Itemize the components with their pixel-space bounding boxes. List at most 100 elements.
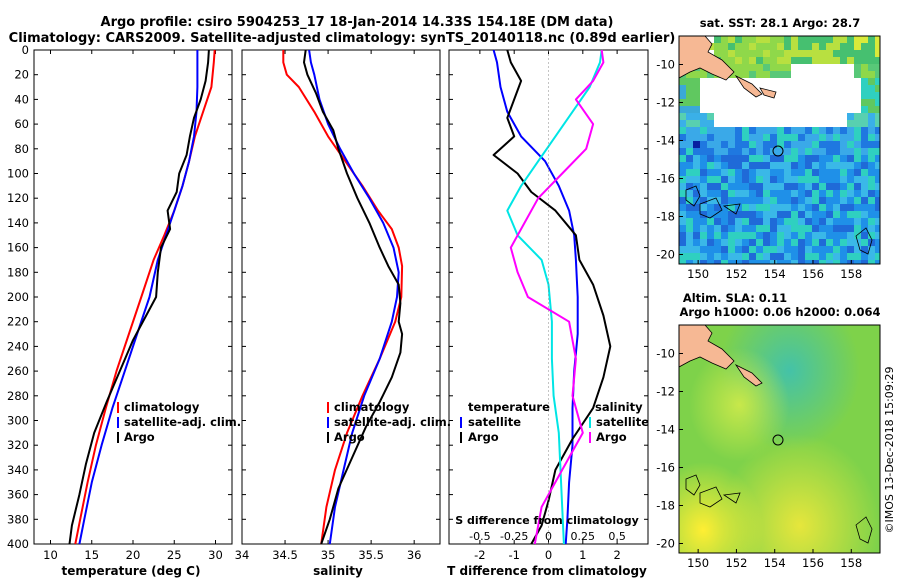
sst-cell (875, 120, 880, 127)
sst-cell (868, 134, 875, 141)
map-x-tick-label: 158 (840, 556, 862, 570)
salinity-legend: climatology satellite-adj. clim. Argo (327, 400, 451, 444)
sst-cell (826, 211, 833, 218)
sst-cell (700, 183, 707, 190)
sst-cell (742, 162, 749, 169)
sst-cell (868, 141, 875, 148)
depth-tick-label: 280 (7, 389, 29, 403)
sst-cell (735, 162, 742, 169)
sst-cell (875, 106, 880, 113)
sst-cell (798, 162, 805, 169)
sst-cell (756, 43, 763, 50)
depth-tick-label: 80 (14, 142, 29, 156)
sst-cell (763, 36, 770, 43)
x-tick-label: 35 (321, 548, 336, 562)
sst-cell (756, 134, 763, 141)
sst-cell (693, 176, 700, 183)
depth-tick-label: 220 (7, 315, 29, 329)
sst-cell (749, 197, 756, 204)
sst-cell (707, 253, 714, 260)
sst-cell (686, 176, 693, 183)
sst-cell (679, 225, 686, 232)
sst-cell (770, 162, 777, 169)
sst-cell (854, 211, 861, 218)
sst-cell (798, 57, 805, 64)
sst-cell (693, 71, 700, 78)
legend-t-argo-label: Argo (468, 430, 499, 444)
series-line-s-argo (509, 49, 605, 545)
map-x-tick-label: 156 (802, 267, 824, 281)
sst-cell (700, 162, 707, 169)
sst-cell (679, 218, 686, 225)
sst-cell (868, 232, 875, 239)
x2-tick-label: -0.25 (500, 530, 528, 543)
sst-cell (707, 176, 714, 183)
sst-cell (749, 36, 756, 43)
sst-cell (700, 190, 707, 197)
sst-cell (805, 169, 812, 176)
sst-map-axes: 150 152 154 156 158 -10 -12 -14 -16 -18 -20 (656, 58, 862, 282)
sst-cell (777, 225, 784, 232)
sst-cell (770, 169, 777, 176)
x-tick-label: 2 (613, 548, 620, 562)
sst-cell (875, 232, 880, 239)
sst-cell (679, 239, 686, 246)
sst-cell (784, 232, 791, 239)
sst-cell (854, 57, 861, 64)
sst-cell (826, 232, 833, 239)
sst-cell (735, 134, 742, 141)
sst-cell (875, 92, 880, 99)
sst-cell (868, 78, 875, 85)
x2-tick-label: 0.25 (571, 530, 596, 543)
sst-cell (777, 36, 784, 43)
sst-cell (868, 127, 875, 134)
sst-cell (749, 162, 756, 169)
sst-cell (819, 141, 826, 148)
sst-cell (728, 211, 735, 218)
sst-cell (791, 43, 798, 50)
sst-cell (819, 232, 826, 239)
sst-cell (812, 239, 819, 246)
depth-tick-label: 380 (7, 512, 29, 526)
footer-credit: ©IMOS 13-Dec-2018 15:09:29 (883, 367, 896, 534)
sst-cell (833, 190, 840, 197)
sst-cell (805, 260, 812, 264)
sst-cell (798, 197, 805, 204)
sst-cell (833, 148, 840, 155)
sst-cell (707, 225, 714, 232)
sst-cell (700, 155, 707, 162)
sst-cell (777, 190, 784, 197)
sst-cell (840, 134, 847, 141)
sst-cell (756, 64, 763, 71)
x-tick-label: 34.5 (272, 548, 298, 562)
sst-cell (861, 36, 868, 43)
sst-cell (763, 148, 770, 155)
depth-tick-label: 180 (7, 265, 29, 279)
sst-cell (749, 232, 756, 239)
sst-cell (721, 225, 728, 232)
sst-cell (721, 148, 728, 155)
sst-cell (840, 176, 847, 183)
sst-cell (861, 218, 868, 225)
salinity-panel: 34 34.5 35 35.5 36 (235, 49, 421, 562)
sst-cell (840, 260, 847, 264)
sst-cell (721, 50, 728, 57)
sst-cell (812, 190, 819, 197)
sst-cell (749, 50, 756, 57)
sst-cell (805, 211, 812, 218)
difference-panel: -2 -1 0 1 2 -0.5 -0.25 0 0.25 0.5 (469, 49, 626, 562)
sst-cell (861, 120, 868, 127)
sst-cell (735, 148, 742, 155)
sst-cell (749, 57, 756, 64)
sst-cell (805, 155, 812, 162)
sst-cell (840, 239, 847, 246)
sst-cell (686, 162, 693, 169)
sst-cell (854, 197, 861, 204)
sst-cell (728, 162, 735, 169)
sst-cell (847, 211, 854, 218)
sst-cell (707, 232, 714, 239)
sst-cell (679, 162, 686, 169)
sst-cell (861, 246, 868, 253)
sst-cell (756, 197, 763, 204)
sst-cell (686, 197, 693, 204)
